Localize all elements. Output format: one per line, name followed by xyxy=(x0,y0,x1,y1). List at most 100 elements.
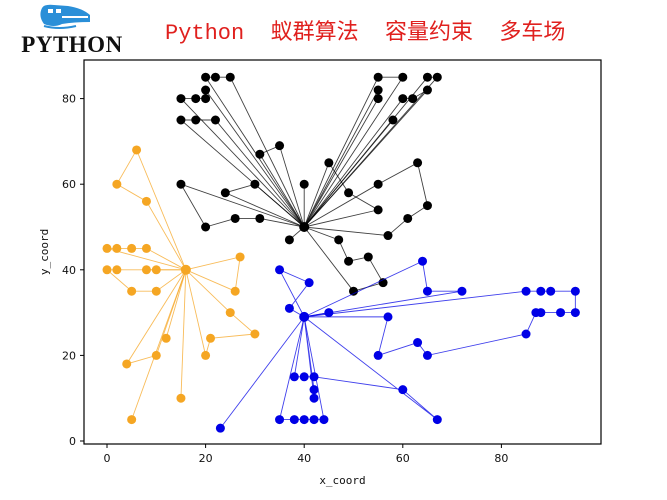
customer-point xyxy=(141,243,151,253)
customer-point xyxy=(112,179,122,189)
plot-frame xyxy=(83,59,602,445)
customer-point xyxy=(161,333,171,343)
route-line xyxy=(179,183,305,228)
depot-point xyxy=(180,264,191,275)
customer-point xyxy=(319,415,329,425)
series-depot-40-29 xyxy=(215,256,580,433)
y-tick-label: 0 xyxy=(69,435,76,448)
customer-point xyxy=(206,333,216,343)
customer-point xyxy=(349,286,358,296)
customer-point xyxy=(536,308,546,318)
customer-point xyxy=(334,235,344,245)
customer-point xyxy=(201,72,211,82)
customer-point xyxy=(521,286,531,296)
customer-point xyxy=(324,158,334,168)
customer-point xyxy=(304,278,314,288)
customer-point xyxy=(127,286,137,296)
customer-point xyxy=(299,372,309,382)
customer-point xyxy=(422,201,432,211)
customer-point xyxy=(373,94,383,104)
route-line xyxy=(303,76,404,228)
customer-point xyxy=(255,149,265,159)
customer-point xyxy=(422,72,432,82)
customer-point xyxy=(324,308,334,318)
customer-point xyxy=(388,115,398,125)
customer-point xyxy=(151,350,161,360)
route-line xyxy=(106,247,187,271)
python-logo: PYTHON xyxy=(4,2,136,57)
customer-point xyxy=(151,286,161,296)
customer-point xyxy=(122,359,132,369)
customer-point xyxy=(309,393,319,403)
customer-point xyxy=(210,115,220,125)
customer-point xyxy=(398,72,408,82)
customer-point xyxy=(201,94,211,104)
customer-point xyxy=(413,338,423,348)
customer-point xyxy=(373,350,383,360)
route-line xyxy=(223,183,305,228)
train-icon xyxy=(40,4,90,29)
customer-point xyxy=(102,243,112,253)
customer-point xyxy=(570,286,580,296)
customer-point xyxy=(344,188,354,198)
series-depot-16-40 xyxy=(102,145,260,425)
customer-point xyxy=(521,329,531,339)
customer-point xyxy=(289,415,299,425)
customer-point xyxy=(191,115,201,125)
customer-point xyxy=(275,141,285,151)
customer-point xyxy=(413,158,423,168)
y-tick-label: 20 xyxy=(62,349,76,362)
customer-point xyxy=(422,350,432,360)
customer-point xyxy=(289,372,299,382)
y-tick-label: 80 xyxy=(62,93,76,106)
customer-point xyxy=(141,265,151,275)
customer-point xyxy=(250,329,260,339)
x-tick-label: 0 xyxy=(104,452,111,465)
customer-point xyxy=(176,115,186,125)
x-tick-label: 60 xyxy=(396,452,410,465)
customer-point xyxy=(556,308,566,318)
customer-point xyxy=(383,231,393,241)
customer-point xyxy=(176,179,186,189)
customer-point xyxy=(432,72,442,82)
customer-point xyxy=(408,94,418,104)
customer-point xyxy=(191,94,201,104)
customer-point xyxy=(284,303,294,313)
customer-point xyxy=(151,265,161,275)
customer-point xyxy=(373,85,383,95)
customer-point xyxy=(422,286,432,296)
customer-point xyxy=(398,94,408,104)
customer-point xyxy=(284,235,294,245)
customer-point xyxy=(112,243,122,253)
customer-point xyxy=(418,256,428,266)
route-line xyxy=(259,145,305,228)
customer-point xyxy=(373,72,383,82)
customer-point xyxy=(220,188,230,198)
customer-point xyxy=(112,265,122,275)
page-title: Python 蚁群算法 容量约束 多车场 xyxy=(165,21,566,46)
customer-point xyxy=(457,286,467,296)
route-line xyxy=(185,269,256,358)
customer-point xyxy=(383,312,393,322)
customer-point xyxy=(309,415,319,425)
customer-point xyxy=(215,423,225,433)
route-line xyxy=(105,269,187,292)
customer-point xyxy=(235,252,245,262)
depot-point xyxy=(299,222,310,232)
customer-point xyxy=(127,415,137,425)
customer-point xyxy=(141,196,151,206)
customer-point xyxy=(225,308,235,318)
customer-point xyxy=(546,286,556,296)
customer-point xyxy=(275,265,285,275)
x-axis-label: x_coord xyxy=(319,474,365,487)
customer-point xyxy=(309,385,319,395)
customer-point xyxy=(373,179,383,189)
customer-point xyxy=(201,222,211,232)
x-tick-label: 20 xyxy=(199,452,213,465)
customer-point xyxy=(299,415,309,425)
route-line xyxy=(185,256,241,292)
y-tick-label: 40 xyxy=(62,264,76,277)
customer-point xyxy=(210,72,220,82)
customer-point xyxy=(176,393,186,403)
